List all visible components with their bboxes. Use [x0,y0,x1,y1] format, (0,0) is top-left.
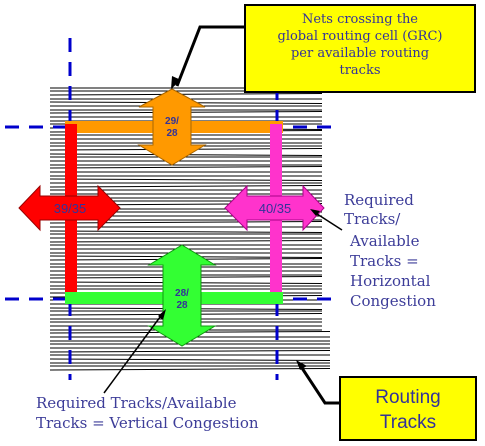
callout-nets-line4: tracks [339,63,380,78]
routing-track-wire [49,93,323,96]
callout-routing-pointer-head [296,360,307,370]
horizontal-label-line: Horizontal [350,272,431,290]
red-double-arrow [18,184,121,232]
vertical-label-pointer [103,312,164,394]
horizontal-label-pointer-head [310,209,320,216]
routing-track-wire [49,350,331,353]
horizontal-label-line: Tracks/ [344,210,401,228]
callout-routing-connector [298,364,340,405]
orange-double-arrow [137,88,207,166]
callout-nets-line1: Nets crossing the [302,12,418,27]
green-arrow-label-line2: 28 [176,300,188,311]
routing-track-wire [49,358,331,361]
horizontal-label-line: Congestion [350,292,436,310]
orange-arrow-label-line2: 28 [166,128,178,139]
vertical-label-line2: Tracks = Vertical Congestion [36,414,259,432]
callout-box-routing-tracks [339,376,477,441]
callout-nets-line2: global routing cell (GRC) [278,29,443,44]
green-arrow-label-line1: 28/ [175,288,189,299]
horizontal-label-line: Required [344,191,414,209]
horizontal-label-line: Available [349,232,420,250]
magenta-double-arrow [224,184,325,232]
orange-arrow-label-line1: 29/ [165,116,179,127]
routing-track-wire [49,368,331,371]
callout-box-nets [244,4,476,93]
vertical-label-pointer-head [158,309,166,320]
callout-nets-line3: per available routing [291,46,429,61]
red-arrow-label: 39/35 [54,201,87,216]
vertical-label-line1: Required Tracks/Available [36,394,237,412]
callout-routing-line2: Tracks [380,412,436,433]
magenta-arrow-label: 40/35 [259,201,292,216]
callout-routing-line1: Routing [375,387,441,408]
horizontal-label-pointer [313,211,343,231]
green-double-arrow [147,244,217,347]
horizontal-congestion-label: Required Tracks/ Available Tracks = Hori… [344,191,436,310]
callout-nets-pointer-head [171,76,181,89]
horizontal-label-line: Tracks = [350,252,419,270]
callout-nets-connector [175,25,245,87]
